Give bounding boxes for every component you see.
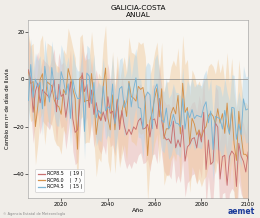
Y-axis label: Cambio en nº de días de lluvia: Cambio en nº de días de lluvia xyxy=(5,68,10,149)
Text: © Agencia Estatal de Meteorología: © Agencia Estatal de Meteorología xyxy=(3,212,65,216)
Title: GALICIA-COSTA
ANUAL: GALICIA-COSTA ANUAL xyxy=(110,5,166,18)
Legend: RCP8.5    ( 19 ), RCP6.0    (  7 ), RCP4.5    ( 15 ): RCP8.5 ( 19 ), RCP6.0 ( 7 ), RCP4.5 ( 15… xyxy=(35,169,84,192)
Text: aemet: aemet xyxy=(228,207,255,216)
X-axis label: Año: Año xyxy=(132,208,144,213)
